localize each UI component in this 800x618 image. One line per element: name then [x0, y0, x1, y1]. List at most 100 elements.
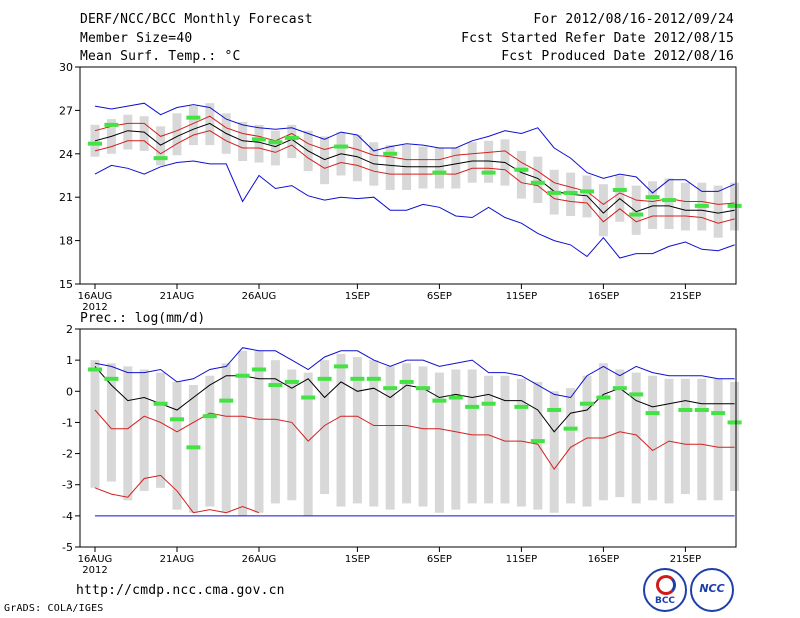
temp-obs-marker [432, 170, 447, 175]
prec-obs-marker [104, 376, 119, 381]
forecast-period: For 2012/08/16-2012/09/24 [533, 12, 734, 27]
temp-spread-box [320, 136, 330, 185]
prec-x-tick-label: 16AUG [78, 554, 113, 565]
prec-obs-marker [202, 414, 217, 419]
prec-spread-box [205, 375, 215, 507]
prec-x-tick-label: 6SEP [427, 554, 452, 565]
prec-x-tick-label: 21SEP [670, 554, 701, 565]
temp-spread-box [205, 103, 215, 146]
prec-spread-box [172, 381, 182, 510]
temp-plot-frame [79, 66, 737, 285]
prec-obs-marker [153, 401, 168, 406]
prec-obs-marker [547, 407, 562, 412]
temp-obs-marker [612, 187, 627, 192]
prec-y-tick-label: -5 [62, 541, 73, 554]
prec-spread-box [434, 372, 444, 513]
prec-obs-marker [186, 445, 201, 450]
temp-x-tick-label: 1SEP [345, 291, 370, 302]
prec-spread-box [467, 369, 477, 504]
prec-panel: -5 -4 -3 -2 -1 0 1 2 16AUG 21AUG 26AUG 1SEP 6SEP 11SE… [62, 323, 742, 576]
temp-obs-marker [334, 144, 348, 149]
temp-obs-marker [580, 189, 594, 194]
temp-obs-marker [645, 195, 660, 200]
prec-spread-box [303, 372, 313, 516]
chart-title: DERF/NCC/BCC Monthly Forecast [80, 12, 313, 27]
prec-obs-marker [465, 404, 480, 409]
temp-spread-box [172, 113, 182, 156]
temp-panel: 15 18 21 24 27 30 16AUG 21AUG 26AUG 1SEP 6SEP 11SEP… [59, 61, 742, 313]
temp-spread-box [434, 148, 444, 189]
ncc-logo-text: NCC [699, 582, 725, 595]
prec-spread-box [549, 391, 559, 513]
temp-spread-box [238, 121, 248, 162]
temp-obs-marker [547, 190, 562, 195]
prec-obs-marker [334, 364, 348, 369]
prec-obs-marker [88, 367, 102, 372]
prec-obs-marker [301, 395, 316, 400]
temp-spread-box [123, 114, 133, 150]
prec-spread-box [123, 366, 133, 501]
temp-obs-marker [563, 190, 578, 195]
prec-spread-box [516, 378, 526, 507]
prec-spread-low-line [94, 409, 735, 470]
prec-obs-marker [727, 420, 742, 425]
prec-spread-box [566, 388, 576, 504]
bcc-emblem-icon [656, 575, 676, 595]
source-url[interactable]: http://cmdp.ncc.cma.gov.cn [76, 583, 285, 598]
prec-max-line [94, 347, 735, 399]
prec-spread-box [238, 350, 248, 516]
temp-spread-box [598, 184, 608, 237]
temp-min-line [94, 160, 735, 259]
temp-upper-line [94, 115, 735, 206]
temp-obs-marker [481, 170, 496, 175]
prec-obs-marker [514, 404, 529, 409]
temp-spread-box [418, 146, 428, 189]
temp-obs-marker [694, 203, 709, 208]
prec-deep-low-line [94, 474, 260, 514]
temp-x-tick-label: 21AUG [160, 291, 195, 302]
prec-spread-box [615, 369, 625, 498]
prec-obs-marker [563, 426, 578, 431]
prec-spread-box [90, 360, 100, 488]
prec-spread-box [680, 378, 690, 495]
temp-obs-marker [88, 141, 102, 146]
prec-obs-marker [383, 386, 398, 391]
prec-year-label: 2012 [82, 565, 107, 576]
temp-max-line [94, 102, 735, 194]
prec-mean-line [94, 366, 735, 433]
temp-obs-marker [186, 115, 201, 120]
temp-y-tick-label: 27 [59, 104, 73, 117]
temp-obs-marker [727, 203, 742, 208]
fcst-started-date: Fcst Started Refer Date 2012/08/15 [461, 31, 734, 46]
temp-x-tick-label: 26AUG [242, 291, 277, 302]
temp-spread-box [467, 142, 477, 183]
temp-x-tick-label: 21SEP [670, 291, 701, 302]
prec-obs-marker [219, 398, 234, 403]
prec-obs-marker [170, 417, 184, 422]
temp-y-tick-label: 18 [59, 235, 73, 248]
prec-y-tick-label: 0 [66, 385, 73, 398]
prec-obs-marker [317, 376, 332, 381]
prec-spread-box [402, 363, 412, 504]
prec-spread-box [320, 360, 330, 495]
temp-spread-box [188, 106, 198, 146]
temp-lower-line [94, 130, 735, 224]
prec-spread-box [533, 381, 543, 510]
prec-panel-title: Prec.: log(mm/d) [80, 311, 205, 326]
temp-obs-marker [153, 156, 168, 161]
prec-spread-box [418, 366, 428, 507]
bcc-logo: BCC [643, 568, 687, 612]
temp-obs-marker [383, 151, 398, 156]
prec-obs-marker [530, 439, 545, 444]
prec-obs-marker [678, 407, 693, 412]
prec-obs-marker [629, 392, 644, 397]
temp-spread-box [516, 150, 526, 199]
prec-obs-marker [268, 383, 283, 388]
prec-y-tick-label: -1 [62, 416, 73, 429]
prec-obs-marker [612, 386, 627, 391]
temp-x-tick-label: 6SEP [427, 291, 452, 302]
temp-spread-box [254, 124, 264, 163]
prec-x-tick-label: 11SEP [506, 554, 537, 565]
temp-spread-box [270, 130, 280, 166]
